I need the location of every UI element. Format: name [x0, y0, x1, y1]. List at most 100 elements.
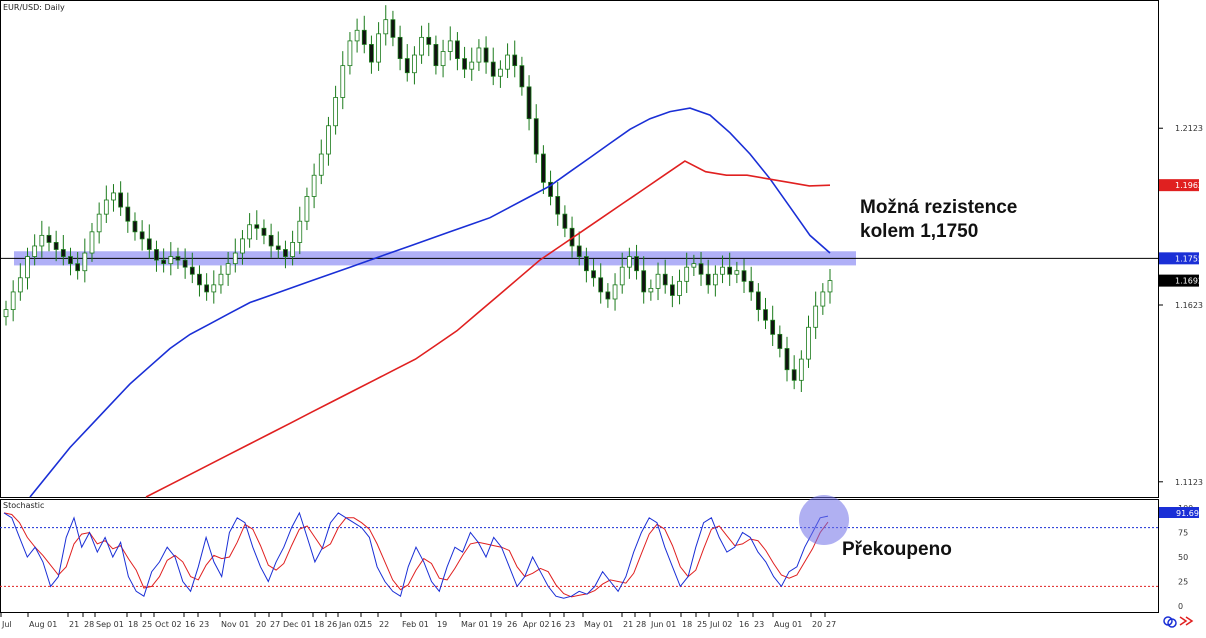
candle	[397, 25, 403, 71]
stochastic-axis: 1007550250	[1178, 504, 1193, 611]
candle	[476, 39, 482, 71]
candle	[347, 32, 353, 75]
stochastic-tick-label: 75	[1178, 529, 1188, 538]
candle	[662, 259, 668, 294]
candle-body	[827, 280, 833, 293]
time-tick-label: May 01	[584, 620, 613, 629]
stochastic-tick-label: 50	[1178, 553, 1188, 562]
candle-body	[548, 181, 553, 197]
autoscroll-icon[interactable]	[1179, 616, 1194, 626]
candle-body	[519, 65, 525, 88]
scroll-icon[interactable]	[1163, 616, 1177, 628]
candle	[591, 259, 596, 287]
candle-body	[440, 51, 446, 67]
candle-body	[254, 224, 260, 229]
candle	[584, 247, 589, 283]
candle-body	[433, 44, 439, 67]
candle-body	[275, 245, 281, 250]
candle	[777, 325, 783, 358]
time-tick-label: 21	[623, 620, 633, 629]
candle	[268, 223, 274, 258]
candle-body	[662, 273, 668, 286]
candle	[361, 15, 367, 54]
candle	[727, 252, 733, 286]
candle-body	[526, 86, 532, 120]
candle-body	[32, 245, 38, 257]
candle-body	[189, 266, 195, 275]
candle	[204, 273, 209, 301]
moving-averages	[29, 107, 831, 498]
candle-body	[39, 234, 45, 247]
candle-body	[60, 249, 66, 257]
time-tick-label: 18	[682, 620, 692, 629]
stochastic-signal-line	[3, 512, 829, 598]
candle	[519, 56, 525, 96]
candle-body	[118, 192, 124, 208]
candle	[404, 44, 410, 82]
overbought-highlight	[799, 495, 849, 545]
candle	[741, 259, 747, 293]
time-tick-label: 25	[697, 620, 707, 629]
candle-body	[648, 287, 654, 293]
candle	[161, 248, 167, 273]
candle-body	[576, 245, 582, 257]
candle-body	[96, 213, 102, 233]
candle-body	[283, 249, 288, 257]
candle-body	[469, 61, 475, 70]
candle	[770, 305, 776, 347]
candle	[326, 116, 331, 166]
candle-body	[354, 29, 360, 42]
candle-body	[541, 153, 546, 183]
candle	[68, 247, 73, 276]
candle-body	[232, 252, 238, 265]
candle	[498, 60, 503, 88]
candle-body	[89, 231, 95, 254]
candle	[96, 202, 102, 244]
candle-body	[483, 47, 489, 63]
candle	[691, 254, 697, 277]
candle	[17, 263, 23, 301]
candle-body	[712, 273, 718, 286]
stochastic-tick-label: 0	[1178, 602, 1183, 611]
candle-body	[218, 273, 224, 286]
candle	[225, 251, 231, 286]
candle	[677, 269, 682, 305]
candle	[89, 222, 95, 262]
candle-body	[447, 40, 453, 52]
time-tick-label: Dec 01	[283, 620, 311, 629]
candle	[82, 238, 88, 283]
candle-body	[261, 227, 267, 236]
candle-body	[154, 249, 159, 261]
candle	[619, 252, 625, 294]
candle	[447, 26, 453, 61]
candle-body	[784, 348, 790, 371]
candle-body	[132, 220, 138, 233]
price-pane-frame	[0, 0, 1159, 498]
candle	[383, 5, 389, 46]
candle	[182, 248, 188, 279]
candle-body	[555, 196, 561, 215]
time-tick-label: 26	[327, 620, 337, 629]
price-tick-label: 1.1123	[1175, 478, 1203, 487]
candle	[541, 145, 546, 194]
price-tag-label: 1.1692	[1175, 277, 1203, 286]
candle-body	[619, 266, 625, 286]
time-tick-label: Jan 02	[338, 620, 364, 629]
candle	[526, 75, 532, 131]
candle-body	[512, 54, 518, 67]
candle	[490, 47, 496, 86]
time-tick-label: Sep 01	[96, 620, 124, 629]
time-tick-label: Aug 01	[774, 620, 802, 629]
candle	[483, 36, 489, 74]
candle-body	[462, 58, 467, 70]
candle-body	[25, 256, 30, 279]
candle-body	[75, 263, 81, 272]
candle	[318, 139, 324, 185]
candle-body	[347, 40, 353, 67]
time-tick-label: 19	[437, 620, 447, 629]
stochastic-tick-label: 25	[1178, 578, 1188, 587]
candle-body	[182, 259, 188, 268]
candle-body	[139, 231, 145, 240]
candle	[283, 240, 288, 269]
candle	[655, 262, 661, 301]
